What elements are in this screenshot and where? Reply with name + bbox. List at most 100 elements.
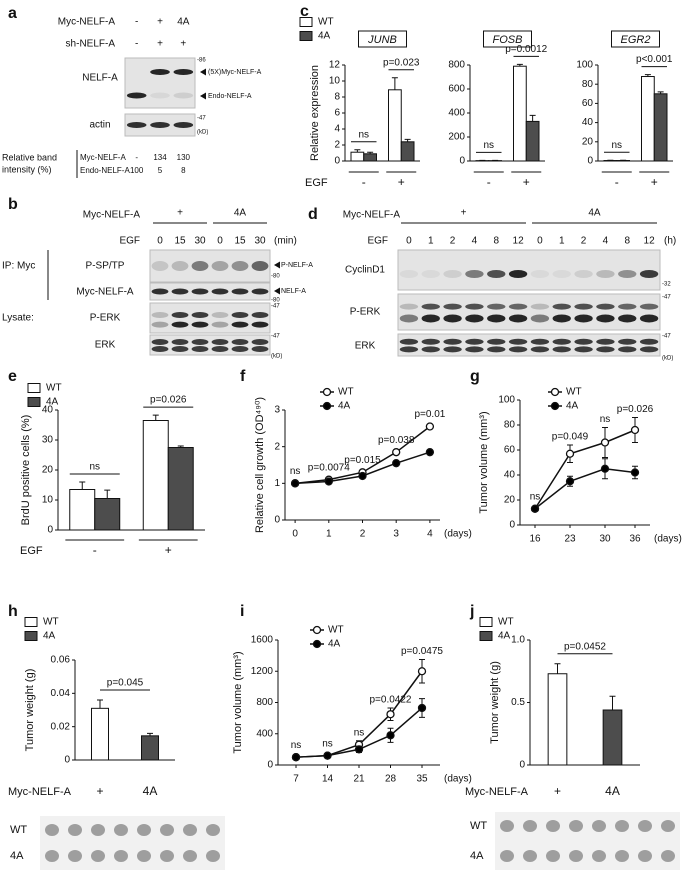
- y-tick-label: 0: [267, 760, 273, 771]
- bar: [641, 76, 655, 162]
- y-tick-label: 80: [582, 79, 594, 90]
- band: [173, 92, 194, 99]
- band: [191, 321, 209, 328]
- band: [151, 288, 169, 295]
- point: [530, 504, 540, 513]
- tumor: [546, 850, 560, 862]
- photo: [495, 812, 680, 870]
- point: [565, 449, 575, 458]
- annotation: p=0.015: [344, 455, 381, 466]
- tumor: [183, 850, 197, 862]
- point: [354, 745, 364, 754]
- table-label: Relative band: [2, 152, 57, 162]
- group-label: 4A: [234, 208, 247, 219]
- y-tick-label: 0.06: [51, 655, 71, 666]
- error-bar: [152, 414, 159, 421]
- band: [530, 303, 550, 310]
- time-value: 12: [644, 236, 656, 247]
- band: [465, 314, 484, 323]
- annotation: p=0.026: [150, 395, 187, 406]
- band: [574, 314, 593, 323]
- band: [596, 270, 615, 278]
- tumor: [592, 850, 606, 862]
- title-box: [483, 30, 532, 48]
- chart-title: FOSB: [493, 34, 523, 46]
- band: [596, 303, 615, 310]
- y-tick-label: 3: [274, 405, 280, 416]
- y-tick-label: 60: [504, 445, 516, 456]
- y-tick-label: 1: [274, 478, 280, 489]
- annotation: p=0.0012: [505, 44, 547, 55]
- legend-label: WT: [338, 387, 354, 398]
- legend-marker: [322, 387, 332, 397]
- size-marker: (kD): [662, 356, 673, 362]
- size-marker: (kD): [197, 130, 208, 136]
- band: [530, 338, 550, 345]
- blot-label: Myc-NELF-A: [76, 287, 134, 298]
- band: [171, 288, 189, 295]
- panel-letter: e: [8, 368, 17, 385]
- legend-label: WT: [43, 617, 59, 628]
- arrowhead: [200, 68, 206, 76]
- band: [231, 288, 249, 295]
- tumor: [91, 824, 105, 836]
- band: [443, 314, 462, 323]
- point: [392, 448, 401, 457]
- annotation: ns: [600, 414, 611, 425]
- lane-label: -: [135, 39, 138, 50]
- band: [508, 314, 528, 323]
- blot: [397, 333, 661, 357]
- band: [211, 312, 229, 318]
- band: [552, 346, 571, 353]
- annotation: p=0.026: [617, 404, 654, 415]
- tumor: [661, 850, 675, 862]
- blot: [149, 249, 271, 283]
- band: [173, 122, 194, 128]
- time-value: 15: [174, 236, 186, 247]
- band: [552, 314, 571, 323]
- band: [618, 303, 637, 310]
- tumor: [615, 820, 629, 832]
- band: [150, 92, 170, 99]
- annotation: ns: [291, 740, 302, 751]
- time-label: EGF: [367, 236, 388, 247]
- band: [421, 338, 440, 345]
- blot-label: ERK: [355, 341, 376, 352]
- y-tick-label: 80: [504, 420, 516, 431]
- band: [151, 312, 169, 318]
- legend-swatch: [479, 617, 493, 627]
- band: [421, 303, 440, 310]
- y-axis-label: Tumor weight (g): [489, 661, 501, 744]
- x-axis-label: (days): [654, 534, 682, 545]
- lane-label: +: [157, 39, 163, 50]
- time-value: 15: [234, 236, 246, 247]
- band: [552, 338, 571, 345]
- bar: [141, 735, 159, 761]
- y-tick-label: 20: [42, 465, 54, 476]
- series-line: [534, 467, 636, 510]
- x-tick-label: +: [96, 784, 103, 798]
- tumor: [569, 820, 583, 832]
- tumor: [137, 850, 151, 862]
- band: [231, 312, 249, 318]
- y-tick-label: 0: [64, 755, 70, 766]
- error-bar: [79, 481, 86, 490]
- x-tick-label: 14: [322, 774, 334, 785]
- x-tick-label: -: [487, 175, 491, 189]
- band: [618, 346, 637, 353]
- y-tick-label: 40: [504, 470, 516, 481]
- band: [171, 261, 189, 271]
- legend-marker: [550, 387, 560, 397]
- band: [508, 346, 528, 353]
- bar: [91, 707, 109, 761]
- x-tick-label: 35: [416, 774, 428, 785]
- y-tick-label: 8: [334, 92, 340, 103]
- time-value: 0: [406, 236, 412, 247]
- legend-label: WT: [566, 387, 582, 398]
- point: [291, 753, 301, 762]
- time-value: 0: [537, 236, 543, 247]
- photo-row-label: 4A: [470, 850, 484, 862]
- band: [251, 339, 269, 345]
- bar: [525, 120, 540, 162]
- size-marker: -47: [662, 334, 671, 340]
